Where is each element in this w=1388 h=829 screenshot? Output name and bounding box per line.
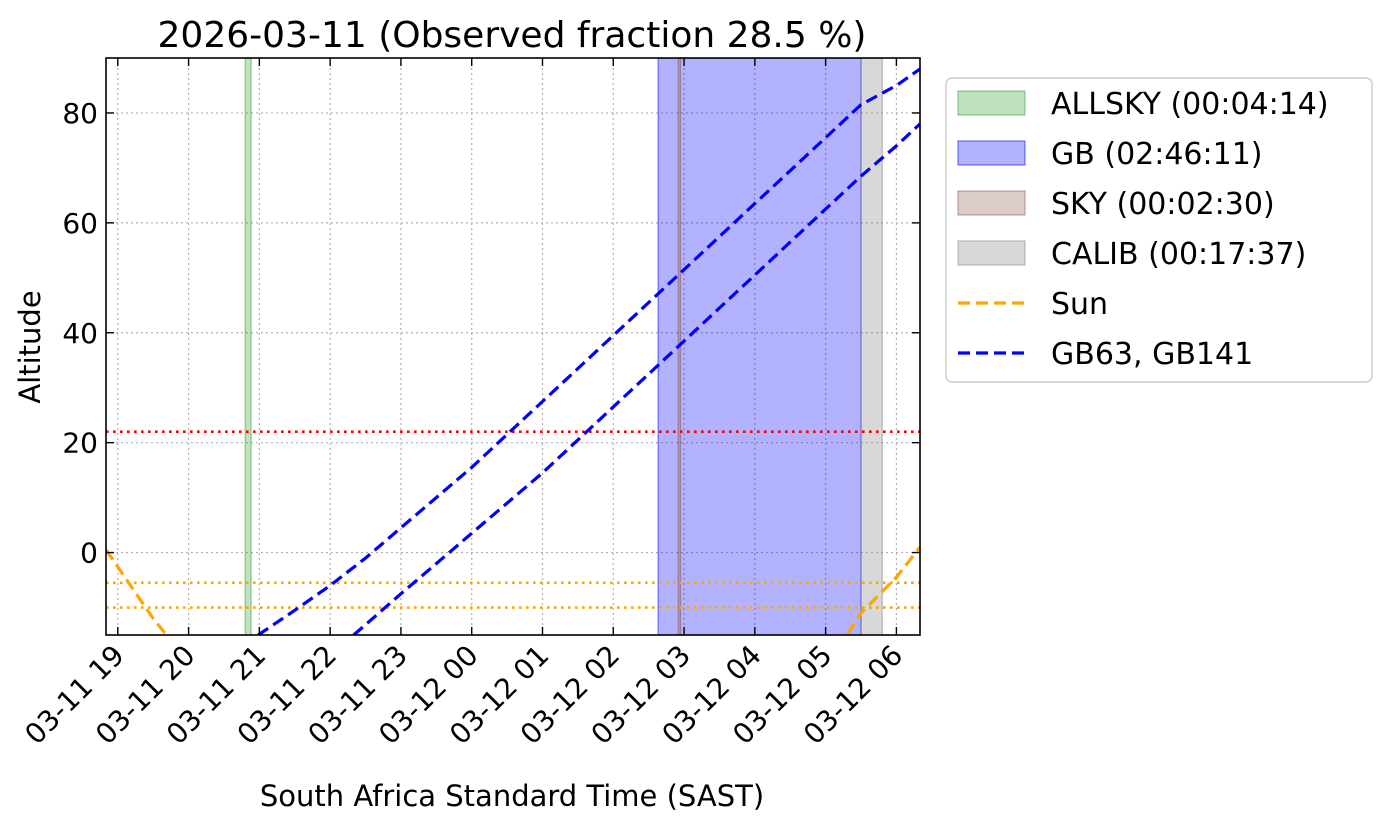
- series-line-sun: [106, 546, 920, 635]
- y-tick-label: 80: [62, 97, 98, 130]
- series-line-target-2: [352, 122, 920, 635]
- plot-frame: [105, 57, 921, 636]
- legend-label: Sun: [1051, 287, 1108, 322]
- x-axis-label: South Africa Standard Time (SAST): [260, 779, 764, 813]
- legend-label: ALLSKY (00:04:14): [1051, 87, 1329, 122]
- y-tick-label: 0: [80, 537, 98, 570]
- series: [106, 67, 920, 635]
- y-tick-label: 60: [62, 207, 98, 240]
- legend-label: GB (02:46:11): [1051, 137, 1263, 172]
- legend-label: GB63, GB141: [1051, 337, 1253, 372]
- legend-swatch: [957, 190, 1026, 216]
- legend-swatch: [957, 140, 1026, 166]
- y-tick-label: 40: [62, 317, 98, 350]
- legend-label: CALIB (00:17:37): [1051, 237, 1306, 272]
- observation-spans: [244, 58, 883, 635]
- legend-label: SKY (00:02:30): [1051, 187, 1275, 222]
- legend-swatch: [957, 90, 1026, 116]
- y-tick-label: 20: [62, 427, 98, 460]
- y-axis-label: Altitude: [13, 290, 47, 403]
- legend-frame: [945, 77, 1373, 383]
- series-line-target-1: [257, 67, 920, 635]
- plot-area: [106, 58, 920, 635]
- span-allsky: [244, 58, 252, 635]
- legend: ALLSKY (00:04:14) GB (02:46:11) SKY (00:02…: [945, 77, 1373, 383]
- span-gb: [657, 58, 862, 635]
- reference-lines: [106, 430, 920, 609]
- legend-swatch: [957, 240, 1026, 266]
- chart-title: 2026-03-11 (Observed fraction 28.5 %): [158, 15, 867, 56]
- grid: [106, 58, 920, 635]
- span-calib: [860, 58, 883, 635]
